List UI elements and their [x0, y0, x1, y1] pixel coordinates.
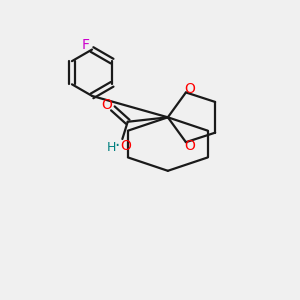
Text: ·: · — [114, 136, 119, 154]
Text: H: H — [106, 141, 116, 154]
Text: O: O — [184, 139, 195, 153]
Text: O: O — [101, 98, 112, 112]
Text: O: O — [120, 139, 131, 152]
Text: O: O — [184, 82, 195, 96]
Text: F: F — [82, 38, 89, 52]
